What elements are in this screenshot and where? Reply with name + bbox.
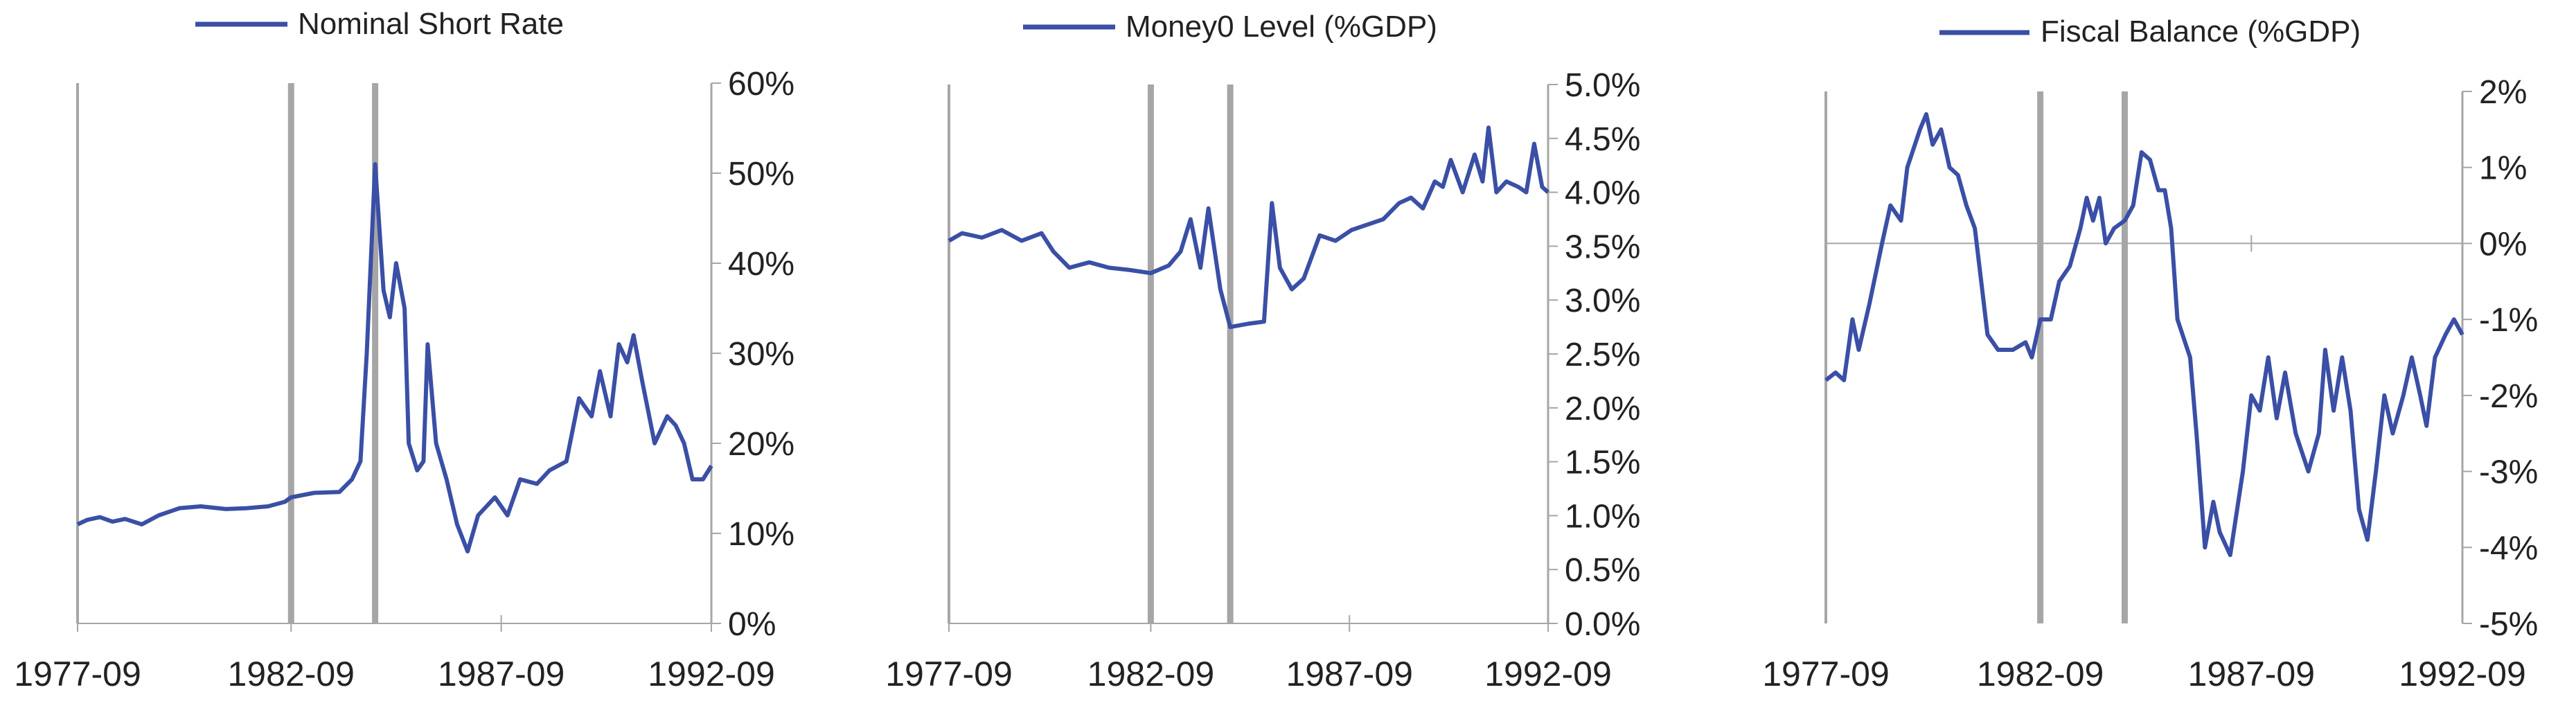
y-tick-label: 1.5% <box>1565 445 1640 481</box>
series-line <box>948 125 1550 330</box>
x-tick-label: 1987-09 <box>438 655 565 693</box>
x-tick-label: 1992-09 <box>2399 655 2526 693</box>
y-tick-label: -2% <box>2479 378 2538 415</box>
y-tick-label: 2% <box>2479 74 2527 111</box>
y-tick-label: 1% <box>2479 150 2527 187</box>
series-layer <box>76 112 2464 558</box>
x-tick-label: 1992-09 <box>648 655 775 693</box>
label-layer: Nominal Short Rate Money0 Level (%GDP) F… <box>14 7 2538 693</box>
y-tick-label: 10% <box>728 516 794 553</box>
y-tick-label: 3.0% <box>1565 283 1640 319</box>
y-tick-label: 30% <box>728 336 794 373</box>
x-tick-label: 1977-09 <box>14 655 141 693</box>
y-tick-label: 3.5% <box>1565 229 1640 265</box>
y-tick-label: 0.0% <box>1565 606 1640 643</box>
y-tick-label: 60% <box>728 66 794 103</box>
y-tick-label: 5.0% <box>1565 67 1640 104</box>
y-tick-label: 40% <box>728 246 794 283</box>
grid-layer <box>76 21 2472 632</box>
x-tick-label: 1982-09 <box>1977 655 2104 693</box>
y-tick-label: 2.0% <box>1565 391 1640 427</box>
y-tick-label: -1% <box>2479 302 2538 339</box>
x-tick-label: 1982-09 <box>1087 655 1215 693</box>
y-tick-label: -3% <box>2479 454 2538 491</box>
x-tick-label: 1987-09 <box>1286 655 1413 693</box>
y-tick-label: 4.0% <box>1565 175 1640 212</box>
legend-label-fiscal-balance: Fiscal Balance (%GDP) <box>2041 15 2361 48</box>
y-tick-label: -5% <box>2479 606 2538 643</box>
legend-label-money0-level: Money0 Level (%GDP) <box>1126 10 1437 44</box>
x-tick-label: 1987-09 <box>2188 655 2316 693</box>
y-tick-label: 0.5% <box>1565 552 1640 589</box>
x-tick-label: 1982-09 <box>227 655 355 693</box>
x-tick-label: 1977-09 <box>1762 655 1890 693</box>
series-line <box>76 162 713 553</box>
y-tick-label: -4% <box>2479 530 2538 567</box>
y-tick-label: 20% <box>728 426 794 463</box>
y-tick-label: 50% <box>728 156 794 193</box>
y-tick-label: 0% <box>2479 226 2527 263</box>
series-line <box>1824 112 2464 558</box>
y-tick-label: 2.5% <box>1565 337 1640 373</box>
x-tick-label: 1992-09 <box>1484 655 1612 693</box>
y-tick-label: 1.0% <box>1565 498 1640 535</box>
y-tick-label: 0% <box>728 606 776 643</box>
x-tick-label: 1977-09 <box>885 655 1013 693</box>
legend-label-nominal-short-rate: Nominal Short Rate <box>298 7 564 41</box>
y-tick-label: 4.5% <box>1565 121 1640 158</box>
